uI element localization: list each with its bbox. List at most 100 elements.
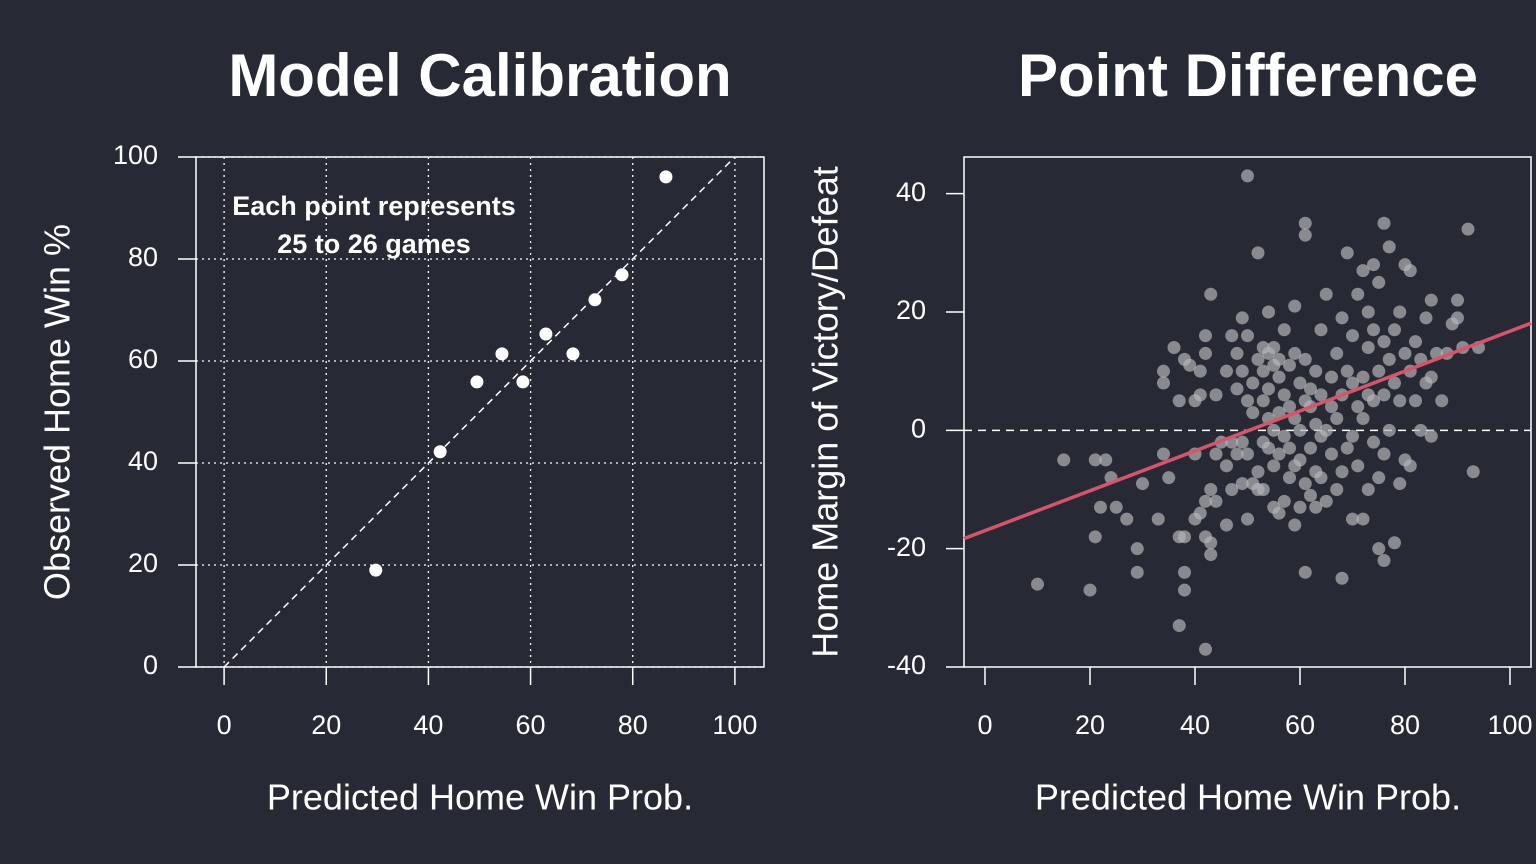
point — [1204, 287, 1218, 301]
point — [1157, 364, 1170, 378]
point — [1204, 536, 1218, 550]
point — [1388, 376, 1401, 390]
point — [1304, 488, 1317, 502]
point — [1388, 323, 1401, 337]
point — [1288, 346, 1302, 360]
point — [1256, 394, 1270, 408]
point — [1241, 329, 1254, 343]
point — [1361, 483, 1375, 497]
point — [1256, 483, 1270, 497]
point — [615, 268, 629, 282]
y-tick-label: -40 — [887, 650, 926, 680]
point — [1241, 169, 1254, 183]
point — [1031, 577, 1044, 591]
identity-line — [223, 156, 736, 668]
point — [1262, 441, 1275, 455]
point — [433, 445, 447, 459]
point — [1130, 565, 1144, 579]
point — [1351, 459, 1365, 473]
plot-frame — [963, 156, 1532, 668]
point — [1377, 335, 1391, 349]
point — [1346, 376, 1359, 390]
point — [566, 347, 580, 361]
point — [1309, 364, 1323, 378]
x-tick-label: 60 — [1285, 710, 1315, 740]
x-tick-label: 40 — [413, 710, 443, 740]
x-tick-label: 20 — [311, 710, 341, 740]
point — [1283, 358, 1296, 372]
point — [1157, 376, 1170, 390]
point — [1377, 447, 1391, 461]
x-tick-label: 20 — [1075, 710, 1105, 740]
point — [1225, 483, 1239, 497]
point — [1283, 441, 1296, 455]
y-tick-label: 60 — [128, 344, 158, 374]
y-tick-label: 100 — [113, 140, 158, 170]
point — [1088, 530, 1102, 544]
point — [1319, 494, 1333, 508]
point — [1204, 483, 1218, 497]
annotation: 25 to 26 games — [277, 229, 471, 259]
point — [1309, 500, 1323, 514]
x-tick-label: 40 — [1180, 710, 1210, 740]
point — [1335, 311, 1349, 325]
point — [1304, 441, 1317, 455]
point — [516, 375, 530, 389]
point — [1267, 423, 1281, 437]
x-tick-label: 0 — [217, 710, 232, 740]
point — [1361, 341, 1375, 355]
point — [1367, 394, 1380, 408]
point — [1209, 388, 1223, 402]
point — [1335, 465, 1349, 479]
point — [1393, 305, 1407, 319]
y-tick-label: 40 — [896, 177, 926, 207]
point — [1293, 453, 1307, 467]
point — [1298, 228, 1312, 242]
point — [1220, 518, 1233, 532]
point — [1319, 287, 1333, 301]
point — [1419, 311, 1433, 325]
point — [1283, 471, 1296, 485]
point — [1298, 565, 1312, 579]
point — [1304, 382, 1317, 396]
point — [1230, 382, 1244, 396]
point — [1367, 435, 1380, 449]
y-tick-label: 20 — [896, 295, 926, 325]
point — [1241, 512, 1254, 526]
point — [1351, 400, 1365, 414]
y-tick-label: 40 — [128, 446, 158, 476]
point — [1461, 222, 1475, 236]
point — [1178, 565, 1191, 579]
point — [1330, 483, 1344, 497]
point — [1346, 512, 1359, 526]
point — [588, 293, 602, 307]
point — [1130, 542, 1144, 556]
point — [1262, 382, 1275, 396]
point — [1277, 429, 1291, 443]
point — [1356, 264, 1370, 278]
x-tick-label: 0 — [977, 710, 992, 740]
point — [1083, 583, 1097, 597]
point — [1367, 323, 1380, 337]
point — [1346, 329, 1359, 343]
point — [1277, 494, 1291, 508]
point — [1199, 346, 1212, 360]
point — [1251, 465, 1265, 479]
point — [1340, 246, 1354, 260]
x-tick-label: 60 — [516, 710, 546, 740]
point — [1225, 329, 1239, 343]
point — [1372, 542, 1386, 556]
point — [1393, 477, 1407, 491]
point — [1162, 471, 1176, 485]
point — [1382, 352, 1396, 366]
point — [1356, 512, 1370, 526]
point — [1330, 346, 1344, 360]
point — [1136, 477, 1149, 491]
point — [1209, 447, 1223, 461]
point — [1277, 323, 1291, 337]
point — [1267, 341, 1281, 355]
point — [1377, 554, 1391, 568]
point — [1251, 246, 1265, 260]
point — [1272, 447, 1286, 461]
